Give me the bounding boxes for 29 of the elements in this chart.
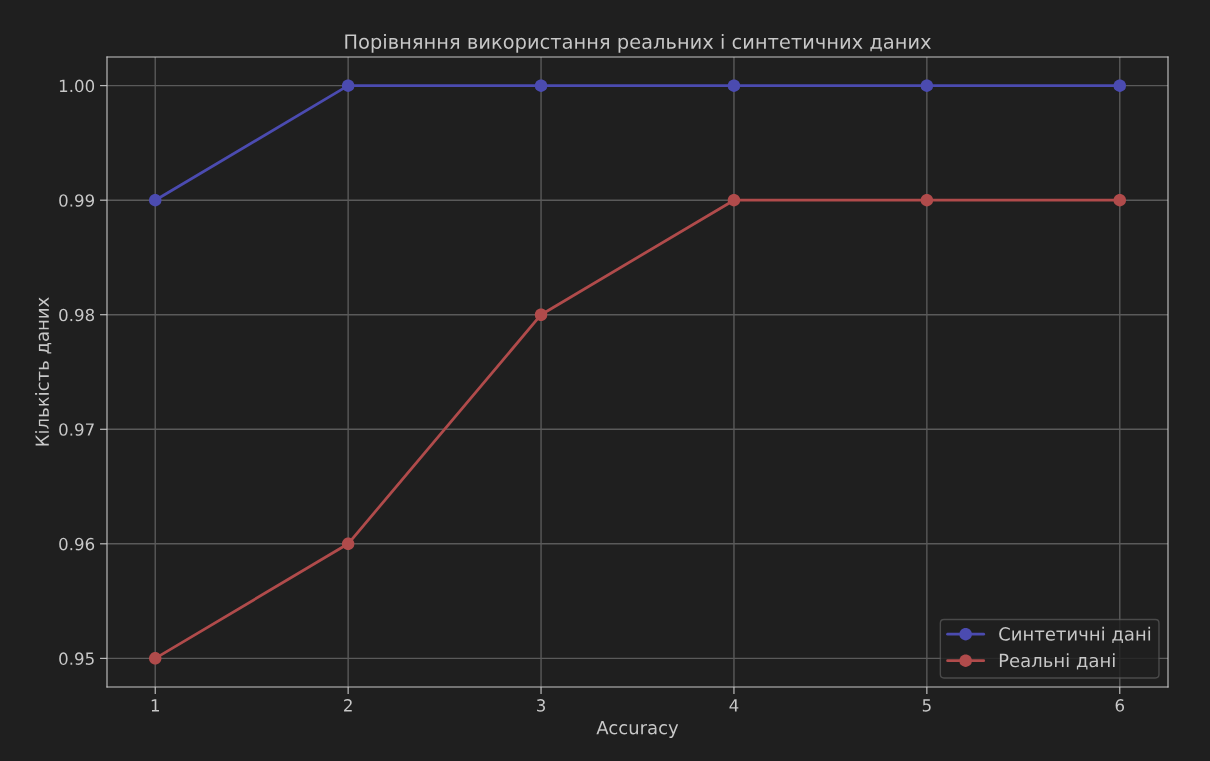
point — [148, 193, 162, 207]
chart-title: Порівняння використання реальних і синтетичних даних — [345, 33, 931, 53]
legend-label: Синтетичні дані — [999, 626, 1151, 643]
y-tick-label: 0.97 — [59, 423, 94, 436]
x-tick-label: 5 — [922, 699, 931, 712]
point — [920, 193, 934, 207]
y-tick-label: 0.96 — [59, 537, 95, 551]
point — [148, 652, 162, 665]
point — [341, 537, 355, 551]
point — [534, 308, 548, 321]
x-tick-label: 1 — [151, 699, 159, 712]
x-tick-label: 6 — [1115, 699, 1125, 712]
y-tick-label: 0.98 — [59, 308, 95, 322]
point — [534, 79, 548, 92]
x-tick-label: 4 — [729, 699, 739, 712]
y-axis-title: Кількість даних — [35, 297, 52, 446]
point — [727, 193, 741, 207]
point — [1113, 79, 1127, 92]
y-tick-label: 1.00 — [59, 79, 95, 93]
x-axis-title: Accuracy — [596, 721, 679, 738]
x-tick-label: 2 — [344, 699, 352, 712]
point — [1113, 193, 1127, 207]
y-tick-label: 0.99 — [59, 194, 95, 207]
point — [920, 79, 934, 92]
x-tick-label: 3 — [537, 699, 546, 712]
y-tick-label: 0.95 — [59, 652, 94, 665]
legend-label: Реальні дані — [999, 653, 1115, 670]
point — [727, 79, 741, 92]
point — [341, 79, 355, 92]
